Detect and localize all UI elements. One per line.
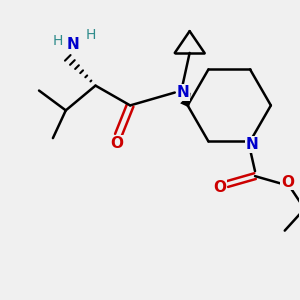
Text: O: O: [213, 179, 226, 194]
Text: N: N: [246, 137, 258, 152]
Polygon shape: [180, 92, 190, 107]
Text: N: N: [66, 38, 79, 52]
Text: O: O: [110, 136, 123, 151]
Text: H: H: [53, 34, 63, 48]
Text: H: H: [85, 28, 96, 42]
Text: O: O: [281, 175, 294, 190]
Text: N: N: [176, 85, 189, 100]
